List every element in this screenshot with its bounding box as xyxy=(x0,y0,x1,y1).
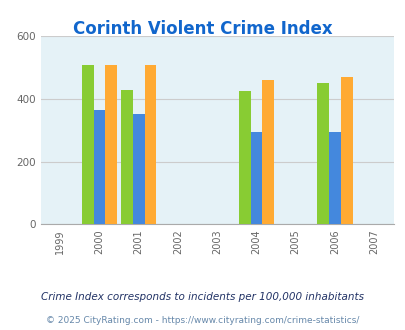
Text: Crime Index corresponds to incidents per 100,000 inhabitants: Crime Index corresponds to incidents per… xyxy=(41,292,364,302)
Bar xyxy=(317,83,328,224)
Bar xyxy=(105,65,117,224)
Bar xyxy=(132,114,144,224)
Bar xyxy=(262,80,273,224)
Bar xyxy=(82,65,94,224)
Bar xyxy=(238,91,250,224)
Bar xyxy=(121,90,132,224)
Legend: Corinth, Mississippi, National: Corinth, Mississippi, National xyxy=(67,328,366,330)
Bar xyxy=(328,132,340,224)
Bar xyxy=(94,110,105,224)
Bar xyxy=(144,65,156,224)
Bar xyxy=(250,132,262,224)
Bar xyxy=(340,77,352,224)
Text: Corinth Violent Crime Index: Corinth Violent Crime Index xyxy=(73,20,332,38)
Text: © 2025 CityRating.com - https://www.cityrating.com/crime-statistics/: © 2025 CityRating.com - https://www.city… xyxy=(46,315,359,325)
